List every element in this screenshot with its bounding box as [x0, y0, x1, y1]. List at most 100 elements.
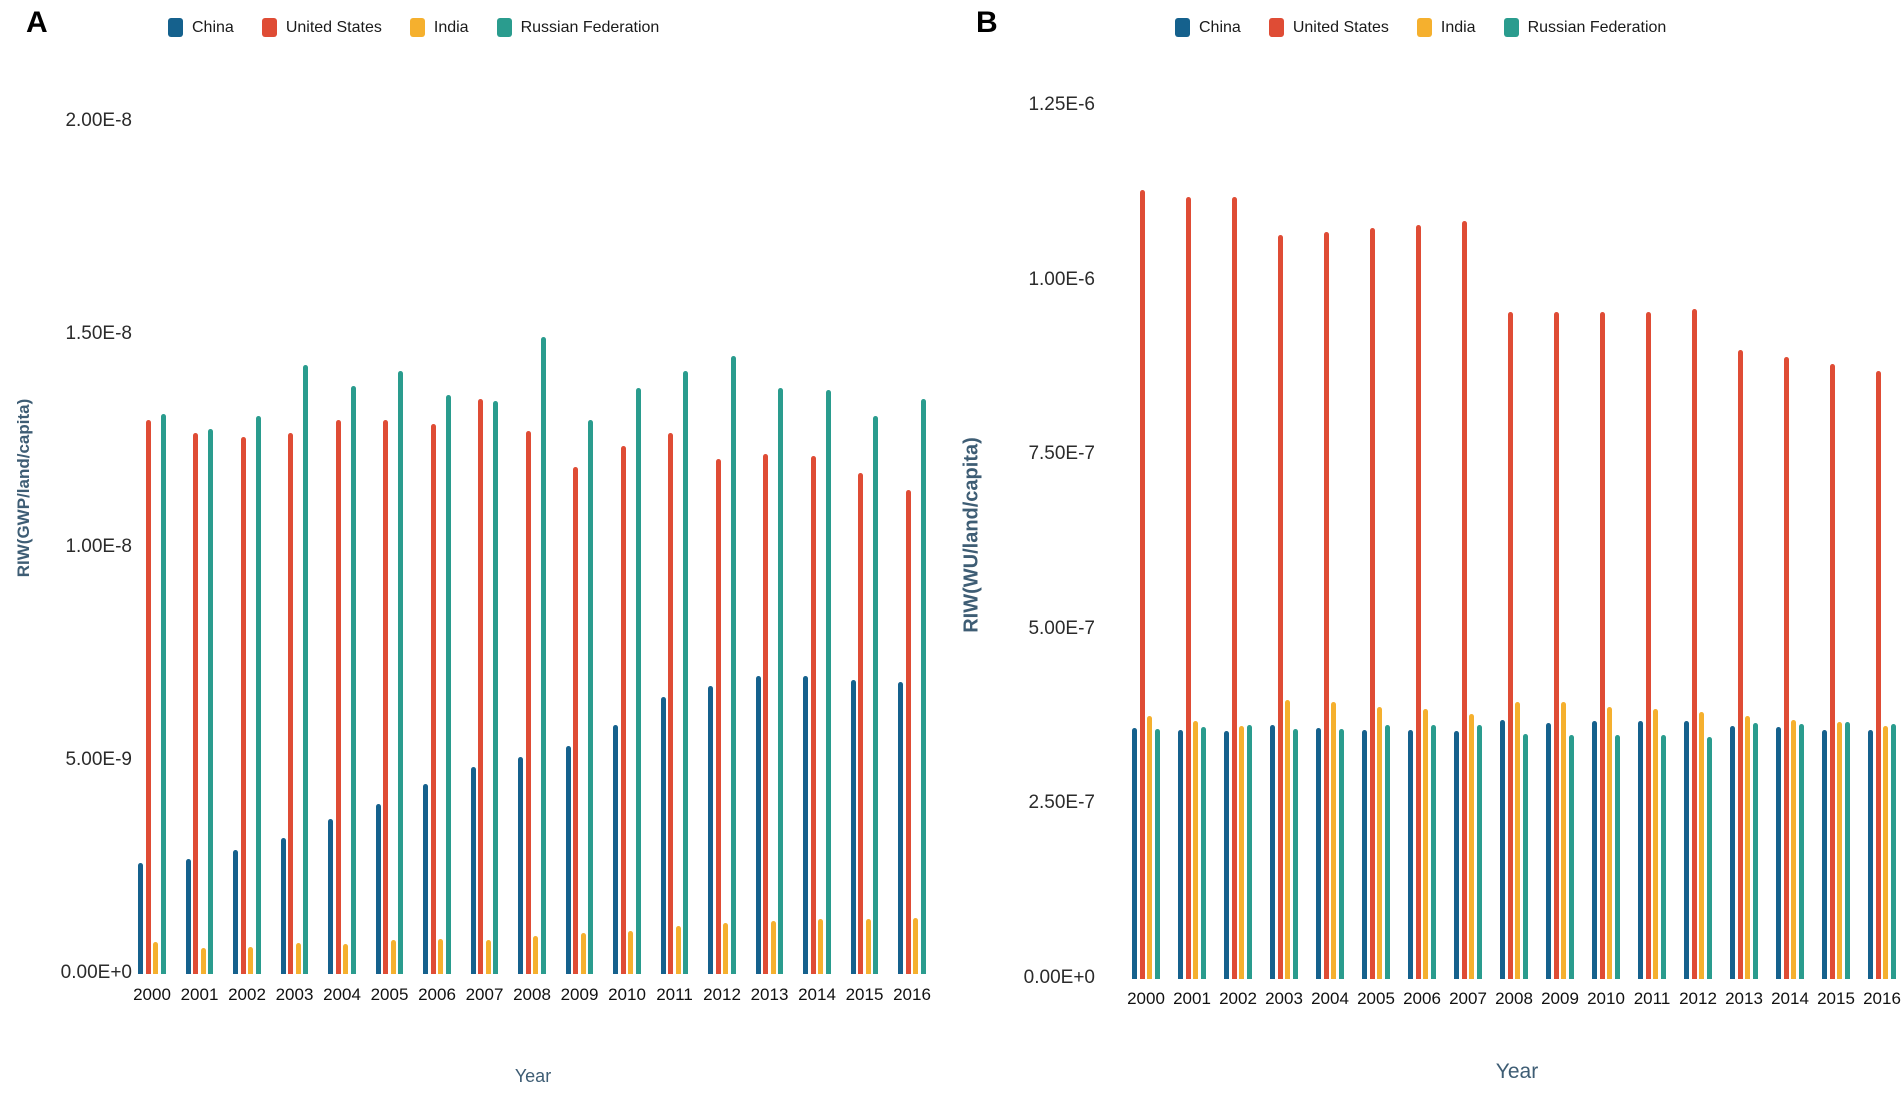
x-tick-label: 2005 — [1357, 989, 1395, 1008]
x-tick-label: 2003 — [1265, 989, 1303, 1008]
bar-india-2014 — [1791, 719, 1797, 979]
bar-russian-federation-2010 — [1614, 735, 1620, 979]
bar-united-states-2007 — [478, 398, 484, 974]
y-tick-label: 0.00E+0 — [60, 962, 132, 983]
bar-united-states-2010 — [1599, 312, 1605, 979]
bar-china-2000 — [138, 863, 144, 974]
bar-united-states-2003 — [1277, 235, 1283, 979]
x-tick-label: 2000 — [133, 985, 171, 1004]
bar-united-states-2012 — [715, 458, 721, 974]
bar-russian-federation-2014 — [1798, 724, 1804, 979]
bar-united-states-2014 — [1783, 357, 1789, 979]
bar-russian-federation-2007 — [493, 401, 499, 974]
legend-item-china: China — [1175, 18, 1241, 37]
x-tick-label: 2008 — [1495, 989, 1533, 1008]
bar-india-2010 — [628, 931, 634, 974]
legend-label: Russian Federation — [520, 18, 660, 36]
bar-united-states-2007 — [1461, 221, 1467, 979]
bar-united-states-2013 — [763, 454, 769, 974]
legend-swatch-united-states — [1268, 18, 1284, 37]
bar-russian-federation-2012 — [730, 356, 736, 974]
bar-india-2012 — [1699, 711, 1705, 979]
legend-item-india: India — [409, 18, 469, 37]
bar-india-2008 — [533, 936, 539, 974]
x-tick-label: 2004 — [323, 985, 361, 1004]
legend-label: United States — [285, 18, 382, 36]
bar-india-2016 — [1883, 726, 1889, 979]
bar-united-states-2012 — [1691, 308, 1697, 979]
y-tick-label: 2.50E-7 — [1028, 792, 1095, 814]
bar-united-states-2000 — [145, 420, 151, 974]
x-tick-label: 2009 — [560, 985, 599, 1004]
bar-russian-federation-2011 — [683, 371, 689, 974]
bar-china-2003 — [1270, 724, 1276, 979]
bar-russian-federation-2000 — [1154, 728, 1160, 979]
bar-united-states-2009 — [1553, 312, 1559, 979]
bar-india-2004 — [1331, 702, 1337, 979]
x-tick-label: 2015 — [1817, 989, 1855, 1008]
bar-india-2009 — [1561, 702, 1567, 979]
bar-china-2006 — [1408, 729, 1414, 979]
x-tick-label: 2014 — [1771, 989, 1809, 1008]
bar-india-2003 — [295, 942, 301, 974]
bar-russian-federation-2002 — [255, 415, 261, 974]
x-tick-label: 2013 — [750, 985, 789, 1004]
bar-india-2015 — [1837, 721, 1843, 979]
x-tick-label: 2010 — [608, 985, 646, 1004]
y-tick-label: 0.00E+0 — [1023, 967, 1095, 988]
bar-china-2007 — [470, 767, 476, 974]
bar-china-2008 — [1500, 719, 1506, 979]
x-axis-title-b: Year — [1495, 1060, 1539, 1083]
x-tick-label: 2006 — [418, 985, 456, 1004]
legend-label: Russian Federation — [1527, 18, 1667, 36]
bar-russian-federation-2015 — [1844, 721, 1850, 979]
bar-china-2006 — [423, 784, 429, 974]
x-tick-label: 2001 — [180, 985, 219, 1004]
bar-india-2000 — [153, 942, 159, 974]
bar-china-2009 — [565, 746, 571, 974]
legend-label: India — [1440, 18, 1476, 36]
bar-china-2004 — [1316, 727, 1322, 979]
x-tick-label: 2011 — [1633, 989, 1671, 1008]
y-tick-label: 1.50E-8 — [65, 323, 132, 344]
bar-russian-federation-2001 — [1200, 726, 1206, 979]
bar-united-states-2002 — [1231, 196, 1237, 979]
bar-united-states-2009 — [573, 467, 579, 974]
bar-china-2012 — [708, 686, 714, 974]
y-tick-label: 5.00E-9 — [65, 749, 132, 770]
bar-united-states-2006 — [1415, 224, 1421, 979]
bar-india-2005 — [390, 939, 396, 974]
bar-india-2010 — [1607, 707, 1613, 979]
bar-russian-federation-2009 — [588, 420, 594, 974]
bar-china-2000 — [1132, 727, 1138, 979]
x-tick-label: 2007 — [1449, 989, 1487, 1008]
x-tick-label: 2016 — [893, 985, 931, 1004]
bar-china-2016 — [1868, 729, 1874, 979]
bar-india-2000 — [1147, 716, 1153, 979]
bar-china-2004 — [328, 818, 334, 974]
bar-india-2014 — [818, 918, 824, 974]
bar-russian-federation-2016 — [1890, 724, 1896, 979]
bar-russian-federation-2001 — [208, 428, 214, 974]
legend-label: India — [433, 18, 469, 36]
legend-swatch-united-states — [261, 18, 277, 37]
bar-russian-federation-2014 — [825, 390, 831, 974]
bar-india-2001 — [200, 947, 206, 974]
bar-china-2011 — [660, 697, 666, 974]
x-tick-label: 2002 — [228, 985, 266, 1004]
bar-united-states-2016 — [905, 490, 911, 974]
panel-label-b: B — [976, 6, 998, 39]
bar-russian-federation-2000 — [160, 413, 166, 974]
bar-united-states-2000 — [1139, 189, 1145, 979]
bar-china-2010 — [613, 724, 619, 974]
bar-russian-federation-2006 — [1430, 724, 1436, 979]
y-tick-label: 5.00E-7 — [1028, 617, 1095, 639]
bar-united-states-2008 — [525, 430, 531, 974]
bar-russian-federation-2008 — [1522, 733, 1528, 979]
bar-china-2014 — [803, 675, 809, 974]
bar-india-2011 — [1653, 709, 1659, 979]
bar-united-states-2015 — [1829, 364, 1835, 979]
x-tick-label: 2014 — [798, 985, 836, 1004]
bar-china-2001 — [1178, 729, 1184, 979]
